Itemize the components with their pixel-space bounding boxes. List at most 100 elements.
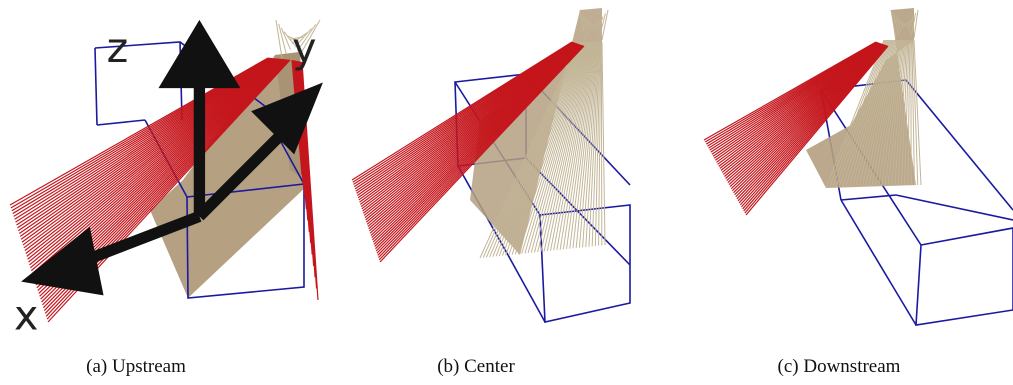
wire [868, 39, 898, 187]
wire [23, 58, 277, 249]
wire [854, 39, 894, 188]
wire [368, 43, 580, 230]
wire [913, 39, 922, 186]
wire [601, 41, 606, 246]
wire [912, 39, 919, 186]
wire [479, 41, 579, 259]
wire [719, 43, 881, 169]
wire [27, 58, 279, 260]
wire [369, 44, 580, 232]
wire [356, 42, 575, 194]
wire [501, 41, 583, 256]
wire [374, 44, 583, 247]
wire [591, 22, 599, 28]
backing-wall [470, 8, 602, 255]
axis-z-label: z [107, 24, 129, 72]
wire [895, 16, 902, 32]
wire [708, 41, 878, 149]
wire [546, 41, 592, 252]
wire [727, 43, 884, 184]
wire [736, 44, 886, 200]
wire [744, 45, 889, 214]
wire [485, 41, 580, 258]
wire [874, 39, 901, 187]
wire [559, 41, 594, 250]
wire [375, 45, 583, 252]
wire [841, 39, 890, 188]
wire [537, 41, 590, 253]
wire [890, 9, 897, 39]
wire [908, 16, 914, 32]
wire [353, 41, 573, 185]
wire [881, 39, 903, 187]
wire [898, 19, 904, 29]
wire [713, 42, 880, 159]
wire [511, 41, 585, 255]
wire [562, 41, 595, 250]
wire [369, 44, 581, 234]
wire [738, 44, 887, 204]
wire [913, 9, 919, 39]
wire [351, 41, 573, 181]
wire [365, 43, 579, 221]
wire [861, 39, 896, 187]
wire [492, 41, 581, 257]
wire [705, 41, 877, 145]
wire [489, 41, 581, 258]
wire [601, 9, 609, 41]
wire [743, 45, 888, 212]
wire [375, 44, 583, 250]
wire [730, 44, 885, 190]
wire [362, 43, 578, 214]
wire [709, 42, 878, 151]
wire [29, 58, 280, 266]
wire [358, 42, 576, 201]
wire [365, 43, 579, 223]
wire [877, 39, 902, 187]
wire [371, 44, 581, 239]
wire [363, 43, 578, 216]
wire [22, 58, 276, 246]
wire [356, 42, 575, 197]
wire [505, 41, 584, 256]
wire [373, 44, 582, 245]
wire [703, 41, 877, 141]
downstream-render [703, 8, 1013, 326]
wire [717, 42, 881, 165]
wire [553, 41, 593, 251]
wire [25, 58, 278, 254]
wire [737, 44, 887, 202]
wire [372, 44, 582, 241]
wire [377, 45, 584, 256]
wire [594, 19, 601, 31]
wire [294, 28, 312, 48]
wire [585, 41, 599, 248]
wire [848, 39, 892, 188]
wire [891, 39, 906, 186]
wire [362, 43, 577, 212]
wire [540, 41, 591, 252]
wire [893, 13, 899, 35]
wire [599, 13, 606, 37]
wire [354, 41, 574, 190]
wire [361, 42, 577, 210]
axis-y-label: y [292, 24, 316, 72]
wire [596, 16, 604, 34]
wire [517, 41, 586, 255]
wire [295, 60, 310, 232]
wire [715, 42, 880, 161]
wire [30, 58, 281, 269]
wire [712, 42, 879, 157]
guide-box [820, 79, 1013, 326]
wire [379, 45, 585, 263]
wire [376, 45, 584, 254]
wire [498, 41, 583, 257]
wire [24, 58, 277, 252]
wire [864, 39, 897, 187]
wire [582, 41, 599, 248]
wire [359, 42, 576, 203]
wire [364, 43, 578, 219]
wire [482, 41, 580, 258]
wire [894, 39, 907, 186]
panel-center [340, 0, 677, 340]
